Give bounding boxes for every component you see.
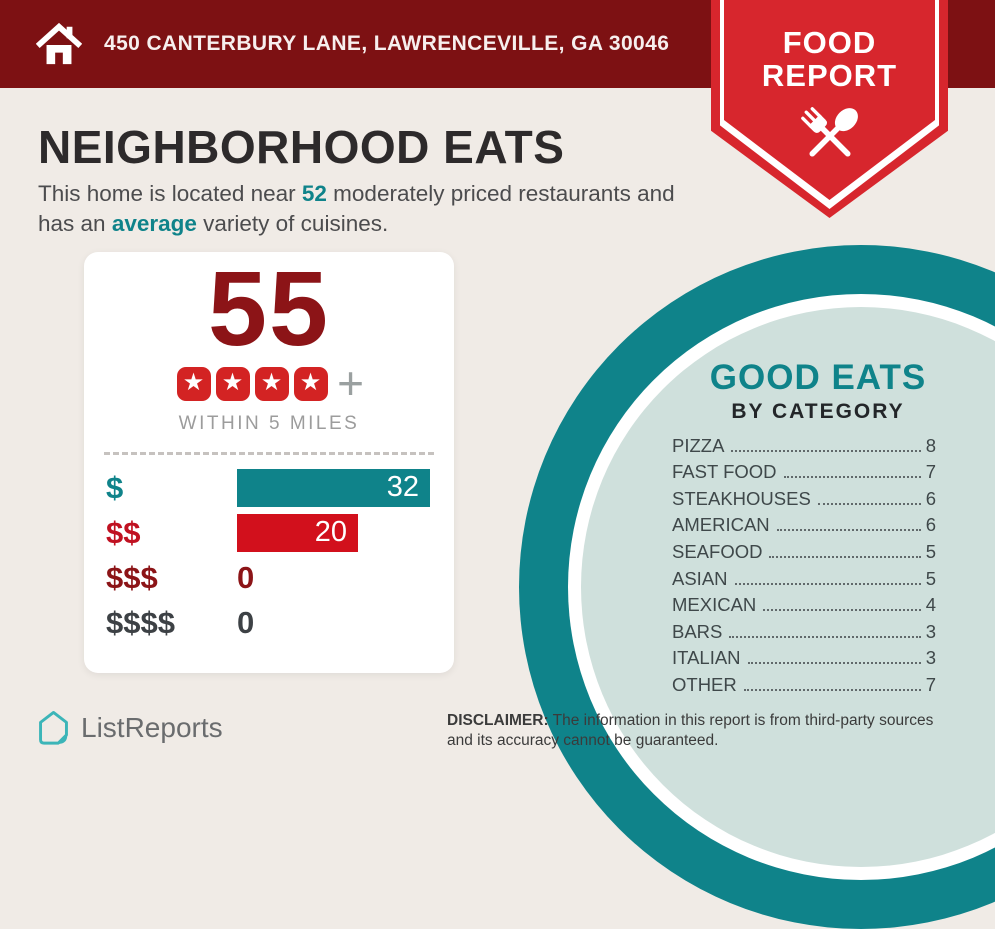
price-tier-bar-chart: $32 $$ 20 $$$ 0 $$$$ 0 bbox=[84, 465, 454, 645]
ribbon-title-line1: FOOD bbox=[782, 25, 877, 60]
disclaimer-body: The information in this report is from t… bbox=[447, 712, 934, 749]
price-tier-row: $$$ 0 bbox=[106, 555, 454, 600]
crossed-spoon-fork-icon bbox=[800, 107, 858, 157]
listreports-house-icon bbox=[39, 710, 68, 745]
good-eats-row: OTHER 7 bbox=[672, 671, 936, 698]
good-eats-category-label: AMERICAN bbox=[672, 514, 770, 536]
price-tier-zero-value: 0 bbox=[237, 559, 255, 595]
good-eats-category-label: ITALIAN bbox=[672, 647, 741, 669]
good-eats-category-count: 5 bbox=[925, 540, 936, 562]
restaurant-total-count: 55 bbox=[208, 250, 330, 368]
good-eats-title: GOOD EATS bbox=[709, 358, 927, 397]
dot-leader bbox=[729, 635, 921, 638]
dot-leader bbox=[747, 662, 921, 665]
page-title: NEIGHBORHOOD EATS bbox=[38, 121, 565, 173]
intro-text: This home is located near 52 moderately … bbox=[38, 179, 693, 239]
dot-leader bbox=[783, 476, 921, 479]
good-eats-category-count: 3 bbox=[925, 620, 936, 642]
good-eats-row: SEAFOOD 5 bbox=[672, 538, 936, 565]
dot-leader bbox=[776, 529, 921, 532]
radius-label: WITHIN 5 MILES bbox=[178, 413, 360, 435]
good-eats-category-count: 4 bbox=[925, 594, 936, 616]
price-tier-label: $$ bbox=[106, 514, 141, 550]
good-eats-category-count: 6 bbox=[925, 514, 936, 536]
price-tier-label: $$$$ bbox=[106, 604, 175, 640]
good-eats-category-label: PIZZA bbox=[672, 434, 725, 456]
good-eats-row: ASIAN 5 bbox=[672, 565, 936, 592]
disclaimer-text: DISCLAIMER: The information in this repo… bbox=[447, 711, 962, 751]
good-eats-category-count: 8 bbox=[925, 434, 936, 456]
price-tier-zero-value: 0 bbox=[237, 604, 255, 640]
price-tier-row: $32 bbox=[106, 465, 454, 510]
good-eats-row: FAST FOOD 7 bbox=[672, 459, 936, 486]
price-tier-bar: 20 bbox=[237, 513, 358, 552]
food-report-ribbon: FOOD REPORT bbox=[711, 0, 948, 218]
ribbon-inner: FOOD REPORT bbox=[724, 0, 935, 200]
dot-leader bbox=[731, 449, 921, 452]
star-badge-icon: ★ bbox=[215, 366, 250, 401]
good-eats-category-count: 7 bbox=[925, 461, 936, 483]
intro-variety-highlight: average bbox=[111, 210, 197, 236]
price-tier-label: $$$ bbox=[106, 559, 158, 595]
good-eats-category-label: MEXICAN bbox=[672, 594, 757, 616]
dot-leader bbox=[734, 582, 921, 585]
good-eats-row: BARS 3 bbox=[672, 618, 936, 645]
dot-leader bbox=[743, 688, 921, 691]
dot-leader bbox=[769, 555, 921, 558]
good-eats-row: MEXICAN 4 bbox=[672, 592, 936, 619]
ribbon-title-line2: REPORT bbox=[761, 58, 898, 94]
price-tier-row: $$ 20 bbox=[106, 510, 454, 555]
good-eats-category-count: 7 bbox=[925, 673, 936, 695]
intro-part1: This home is located near bbox=[38, 181, 302, 206]
star-rating-row: ★ ★ ★ ★ + bbox=[84, 357, 454, 410]
intro-part3: variety of cuisines. bbox=[196, 210, 389, 236]
price-tier-row: $$$$ 0 bbox=[106, 600, 454, 645]
home-icon bbox=[36, 22, 82, 65]
ribbon-border: FOOD REPORT bbox=[720, 0, 939, 209]
disclaimer-label: DISCLAIMER: bbox=[447, 712, 549, 729]
good-eats-row: ITALIAN 3 bbox=[672, 645, 936, 672]
good-eats-category-label: BARS bbox=[672, 620, 723, 642]
star-badge-icon: ★ bbox=[293, 366, 328, 401]
star-badge-icon: ★ bbox=[176, 366, 211, 401]
good-eats-category-label: SEAFOOD bbox=[672, 540, 763, 562]
restaurant-stats-card: 55 ★ ★ ★ ★ + WITHIN 5 MILES $32 $$ 20 $$$ 0 $$$$ 0 bbox=[84, 252, 454, 673]
price-tier-bar: 32 bbox=[237, 468, 430, 507]
good-eats-category-list: PIZZA 8 FAST FOOD 7 STEAKHOUSES 6 AMERICAN 6 SEA… bbox=[672, 432, 936, 698]
good-eats-header: GOOD EATS BY CATEGORY bbox=[668, 358, 968, 424]
good-eats-row: AMERICAN 6 bbox=[672, 512, 936, 539]
plus-sign: + bbox=[337, 357, 364, 410]
good-eats-row: STEAKHOUSES 6 bbox=[672, 485, 936, 512]
good-eats-category-count: 5 bbox=[925, 567, 936, 589]
dot-leader bbox=[817, 502, 921, 505]
good-eats-subtitle: BY CATEGORY bbox=[731, 400, 905, 423]
listreports-logo: ListReports bbox=[36, 709, 223, 747]
dot-leader bbox=[763, 609, 921, 612]
listreports-brand-name: ListReports bbox=[81, 712, 223, 743]
good-eats-category-count: 3 bbox=[925, 647, 936, 669]
intro-restaurant-count: 52 bbox=[301, 181, 327, 206]
good-eats-category-label: STEAKHOUSES bbox=[672, 487, 811, 509]
price-tier-label: $ bbox=[106, 469, 124, 505]
good-eats-category-count: 6 bbox=[925, 487, 936, 509]
good-eats-category-label: OTHER bbox=[672, 673, 737, 695]
dashed-divider bbox=[104, 452, 434, 456]
good-eats-category-label: ASIAN bbox=[672, 567, 728, 589]
intro-part2: moderately priced restaurants and has an bbox=[38, 181, 675, 236]
property-address: 450 CANTERBURY LANE, LAWRENCEVILLE, GA 3… bbox=[104, 32, 670, 55]
star-badge-icon: ★ bbox=[254, 366, 289, 401]
good-eats-row: PIZZA 8 bbox=[672, 432, 936, 459]
good-eats-category-label: FAST FOOD bbox=[672, 461, 777, 483]
